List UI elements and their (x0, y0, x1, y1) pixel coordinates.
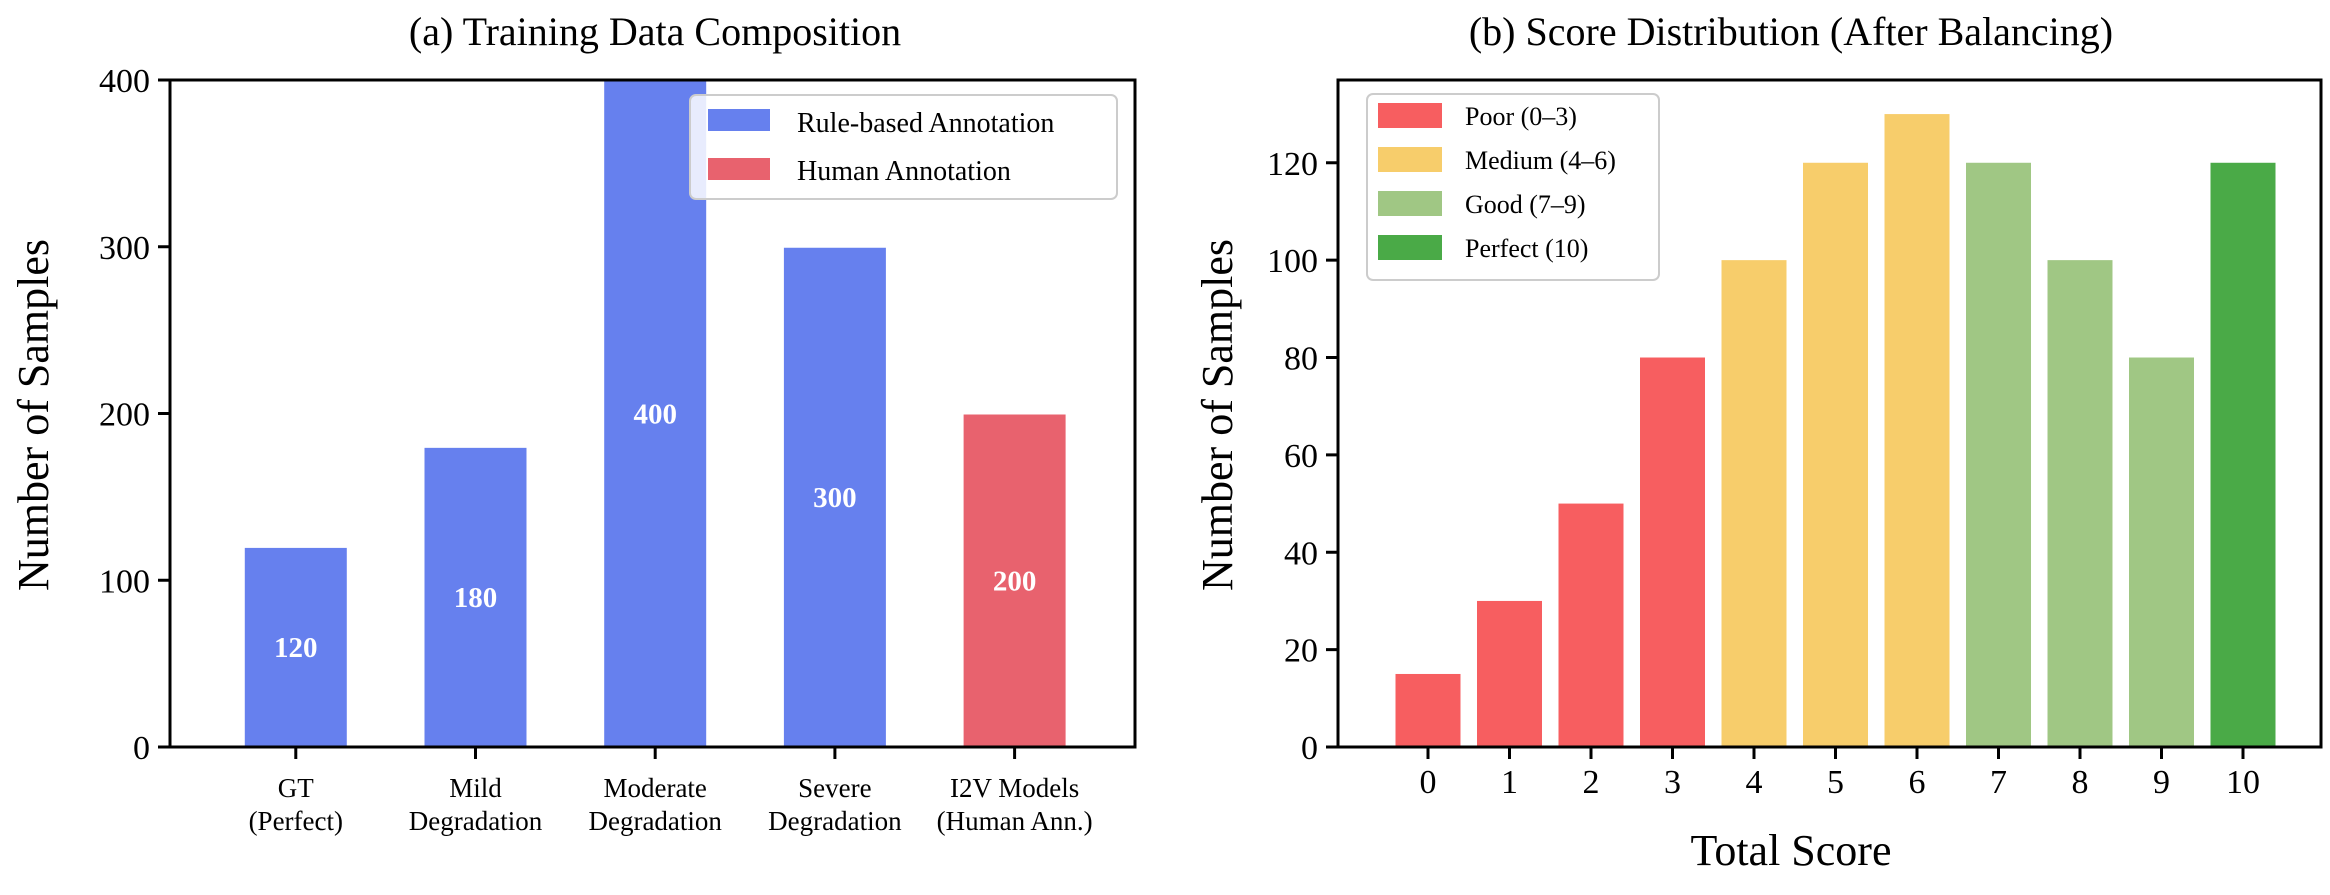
panel-a-bar-value: 400 (633, 399, 677, 431)
panel-b-xtick-label: 6 (1909, 764, 1926, 801)
panel-b-xtick-label: 7 (1990, 764, 2007, 801)
panel-a-category-labels: GT(Perfect)MildDegradationModerateDegrad… (249, 747, 1093, 836)
panel-a-category-label: (Perfect) (249, 806, 343, 836)
panel-a-ytick-label: 100 (99, 563, 150, 600)
panel-a-ylabel: Number of Samples (9, 239, 58, 591)
panel-b-ytick-label: 100 (1267, 243, 1318, 280)
panel-b-xtick-label: 10 (2226, 764, 2260, 801)
panel-b-xtick-label: 0 (1420, 764, 1437, 801)
panel-b-title: (b) Score Distribution (After Balancing) (1469, 9, 2113, 54)
legend-swatch-medium (1378, 147, 1442, 172)
panel-a-frame (168, 78, 1137, 749)
panel-b-frame (1336, 78, 2323, 749)
panel-b-ytick-label: 120 (1267, 146, 1318, 183)
panel-b-bar (1721, 260, 1787, 747)
panel-a-category-label: Moderate (603, 773, 706, 803)
panel-b-bar (1477, 600, 1542, 747)
panel-a-bar (961, 412, 1068, 748)
panel-a-ytick-label: 0 (133, 730, 150, 767)
panel-b-bar (1558, 503, 1624, 747)
panel-a: (a) Training Data Composition Number of … (9, 9, 1137, 836)
panel-a-bar-value: 120 (274, 632, 318, 664)
panel-a-title: (a) Training Data Composition (409, 9, 901, 54)
panel-a-category-label: Mild (449, 773, 502, 803)
legend-swatch-perfect (1378, 235, 1442, 260)
panel-b: (b) Score Distribution (After Balancing)… (1193, 9, 2323, 875)
panel-b-xtick-label: 4 (1746, 764, 1763, 801)
panel-b-xtick-label: 8 (2072, 764, 2089, 801)
panel-b-ytick-label: 0 (1301, 730, 1318, 767)
panel-b-ytick-label: 40 (1284, 535, 1318, 572)
panel-b-legend-box (1366, 93, 1660, 281)
panel-b-bars (1395, 114, 2276, 747)
panel-a-bar-value: 300 (813, 482, 857, 514)
panel-b-bar (2129, 357, 2194, 747)
panel-a-bar-value: 180 (454, 582, 498, 614)
panel-b-bar (1640, 357, 1705, 747)
panel-b-bar (2210, 162, 2276, 747)
legend-swatch-human (708, 158, 770, 180)
panel-a-bars (242, 79, 1068, 749)
panel-a-legend-box (689, 94, 1118, 200)
panel-a-category-label: GT (278, 773, 314, 803)
panel-a-data-labels: 120 180 400 300 200 (274, 399, 1036, 664)
panel-b-xtick-label: 2 (1583, 764, 1600, 801)
panel-b-bar (1884, 114, 1950, 747)
panel-a-category-label: Degradation (588, 806, 722, 836)
panel-a-bar (242, 545, 349, 749)
legend-label-rule-based: Rule-based Annotation (797, 108, 1054, 139)
panel-b-xlabel: Total Score (1691, 826, 1892, 875)
panel-b-legend: Poor (0–3) Medium (4–6) Good (7–9) Perfe… (1366, 93, 1660, 281)
panel-b-ytick-label: 20 (1284, 633, 1318, 670)
panel-b-xticks: 0 1 2 3 4 5 6 7 8 9 10 (1420, 747, 2260, 801)
panel-a-category-label: Degradation (409, 806, 543, 836)
panel-b-ytick-label: 80 (1284, 341, 1318, 378)
legend-label-perfect: Perfect (10) (1465, 234, 1588, 263)
legend-label-human: Human Annotation (797, 156, 1011, 187)
legend-swatch-rule-based (708, 109, 770, 131)
panel-a-category-label: (Human Ann.) (937, 806, 1093, 836)
panel-a-ytick-label: 400 (99, 63, 150, 100)
panel-b-bar (2047, 260, 2113, 747)
panel-b-bar (1803, 162, 1868, 747)
panel-a-ytick-label: 200 (99, 397, 150, 434)
panel-a-category-label: Severe (798, 773, 871, 803)
panel-b-yticks: 0 20 40 60 80 100 120 (1267, 146, 1338, 767)
panel-a-yticks: 0 100 200 300 400 (99, 63, 170, 767)
panel-a-legend: Rule-based Annotation Human Annotation (689, 94, 1118, 200)
panel-a-category-label: Degradation (768, 806, 902, 836)
panel-b-ylabel: Number of Samples (1193, 239, 1242, 591)
legend-label-good: Good (7–9) (1465, 190, 1586, 219)
panel-b-xtick-label: 5 (1827, 764, 1844, 801)
panel-a-bar (781, 245, 888, 748)
panel-a-bar-value: 200 (993, 565, 1037, 597)
legend-label-medium: Medium (4–6) (1465, 146, 1616, 175)
legend-label-poor: Poor (0–3) (1465, 102, 1577, 131)
panel-b-bar (1395, 673, 1461, 747)
legend-swatch-good (1378, 191, 1442, 216)
panel-a-category-label: I2V Models (950, 773, 1079, 803)
panel-a-ytick-label: 300 (99, 230, 150, 267)
panel-b-ytick-label: 60 (1284, 438, 1318, 475)
panel-b-xtick-label: 1 (1501, 764, 1518, 801)
legend-swatch-poor (1378, 103, 1442, 128)
panel-b-xtick-label: 3 (1664, 764, 1681, 801)
panel-b-bar (1966, 162, 2031, 747)
panel-b-xtick-label: 9 (2153, 764, 2170, 801)
